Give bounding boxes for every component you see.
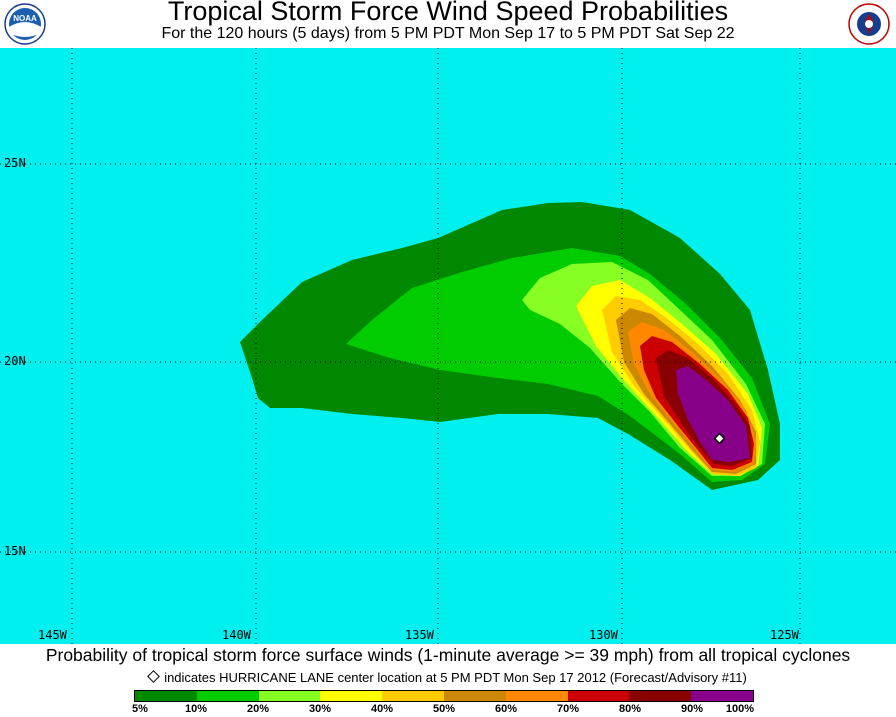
nws-logo-icon [848, 3, 890, 45]
legend-label: 70% [556, 703, 580, 715]
legend-swatch-6 [505, 691, 568, 701]
legend-swatch-3 [320, 691, 383, 701]
legend-label: 80% [618, 703, 642, 715]
diamond-legend-icon [147, 670, 161, 683]
legend-swatch-7 [567, 691, 630, 701]
legend-label: 5% [132, 703, 148, 715]
page-title: Tropical Storm Force Wind Speed Probabil… [167, 0, 729, 26]
lat-label-25n: 25N [4, 156, 26, 170]
lon-label-135w: 135W [405, 628, 434, 642]
legend-label: 30% [308, 703, 332, 715]
legend-label: 40% [370, 703, 394, 715]
legend-swatch-5 [443, 691, 506, 701]
legend-label: 20% [246, 703, 270, 715]
legend-swatch-1 [196, 691, 259, 701]
svg-text:NOAA: NOAA [13, 14, 37, 23]
noaa-logo-icon: NOAA [4, 3, 46, 45]
lon-label-125w: 125W [770, 628, 799, 642]
legend-swatch-2 [258, 691, 321, 701]
probability-legend-labels: 5% 10% 20% 30% 40% 50% 60% 70% 80% 90% 100% [0, 703, 896, 717]
probability-legend [134, 690, 754, 702]
header: NOAA Tropical Storm Force Wind Speed Pro… [0, 0, 896, 48]
lon-label-145w: 145W [38, 628, 67, 642]
legend-label: 90% [680, 703, 704, 715]
legend-label: 60% [494, 703, 518, 715]
storm-note: indicates HURRICANE LANE center location… [0, 670, 896, 685]
legend-swatch-8 [629, 691, 692, 701]
legend-label: 50% [432, 703, 456, 715]
lat-label-15n: 15N [4, 544, 26, 558]
lon-label-140w: 140W [222, 628, 251, 642]
legend-swatch-4 [382, 691, 444, 701]
legend-swatch-9 [691, 691, 753, 701]
lat-label-20n: 20N [4, 354, 26, 368]
storm-note-text: indicates HURRICANE LANE center location… [164, 670, 747, 685]
map-caption: Probability of tropical storm force surf… [45, 645, 851, 665]
page-subtitle: For the 120 hours (5 days) from 5 PM PDT… [161, 25, 735, 42]
legend-label: 10% [184, 703, 208, 715]
probability-map: 25N 20N 15N 145W 140W 135W 130W 125W [0, 48, 896, 644]
contour-90-percent [676, 366, 750, 462]
legend-label: 100% [725, 703, 755, 715]
diamond-marker-icon [713, 432, 726, 445]
probability-contours [0, 48, 896, 644]
legend-swatch-0 [135, 691, 197, 701]
lon-label-130w: 130W [589, 628, 618, 642]
